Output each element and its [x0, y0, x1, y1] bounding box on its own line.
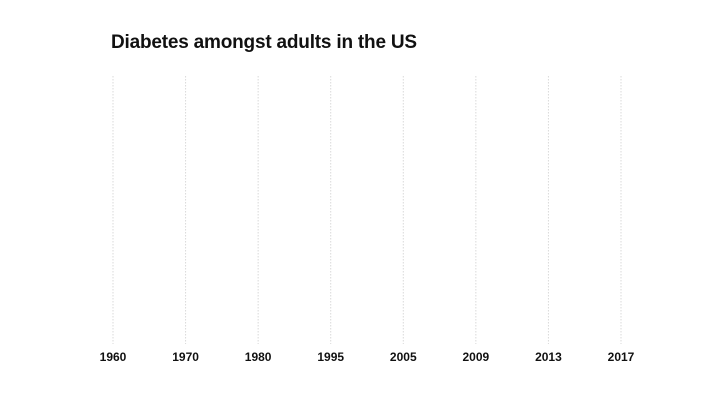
x-tick-label-2005: 2005	[390, 350, 417, 364]
gridlines	[112, 76, 622, 344]
x-tick-label-1970: 1970	[172, 350, 199, 364]
x-tick-label-1980: 1980	[245, 350, 272, 364]
x-axis-ticks: 1960 1970 1980 1995 2005 2009 2013 2017	[100, 350, 635, 364]
x-tick-label-1995: 1995	[317, 350, 344, 364]
x-tick-label-1960: 1960	[100, 350, 127, 364]
x-tick-label-2017: 2017	[608, 350, 635, 364]
x-tick-label-2009: 2009	[463, 350, 490, 364]
x-tick-label-2013: 2013	[535, 350, 562, 364]
chart-title: Diabetes amongst adults in the US	[111, 32, 417, 53]
